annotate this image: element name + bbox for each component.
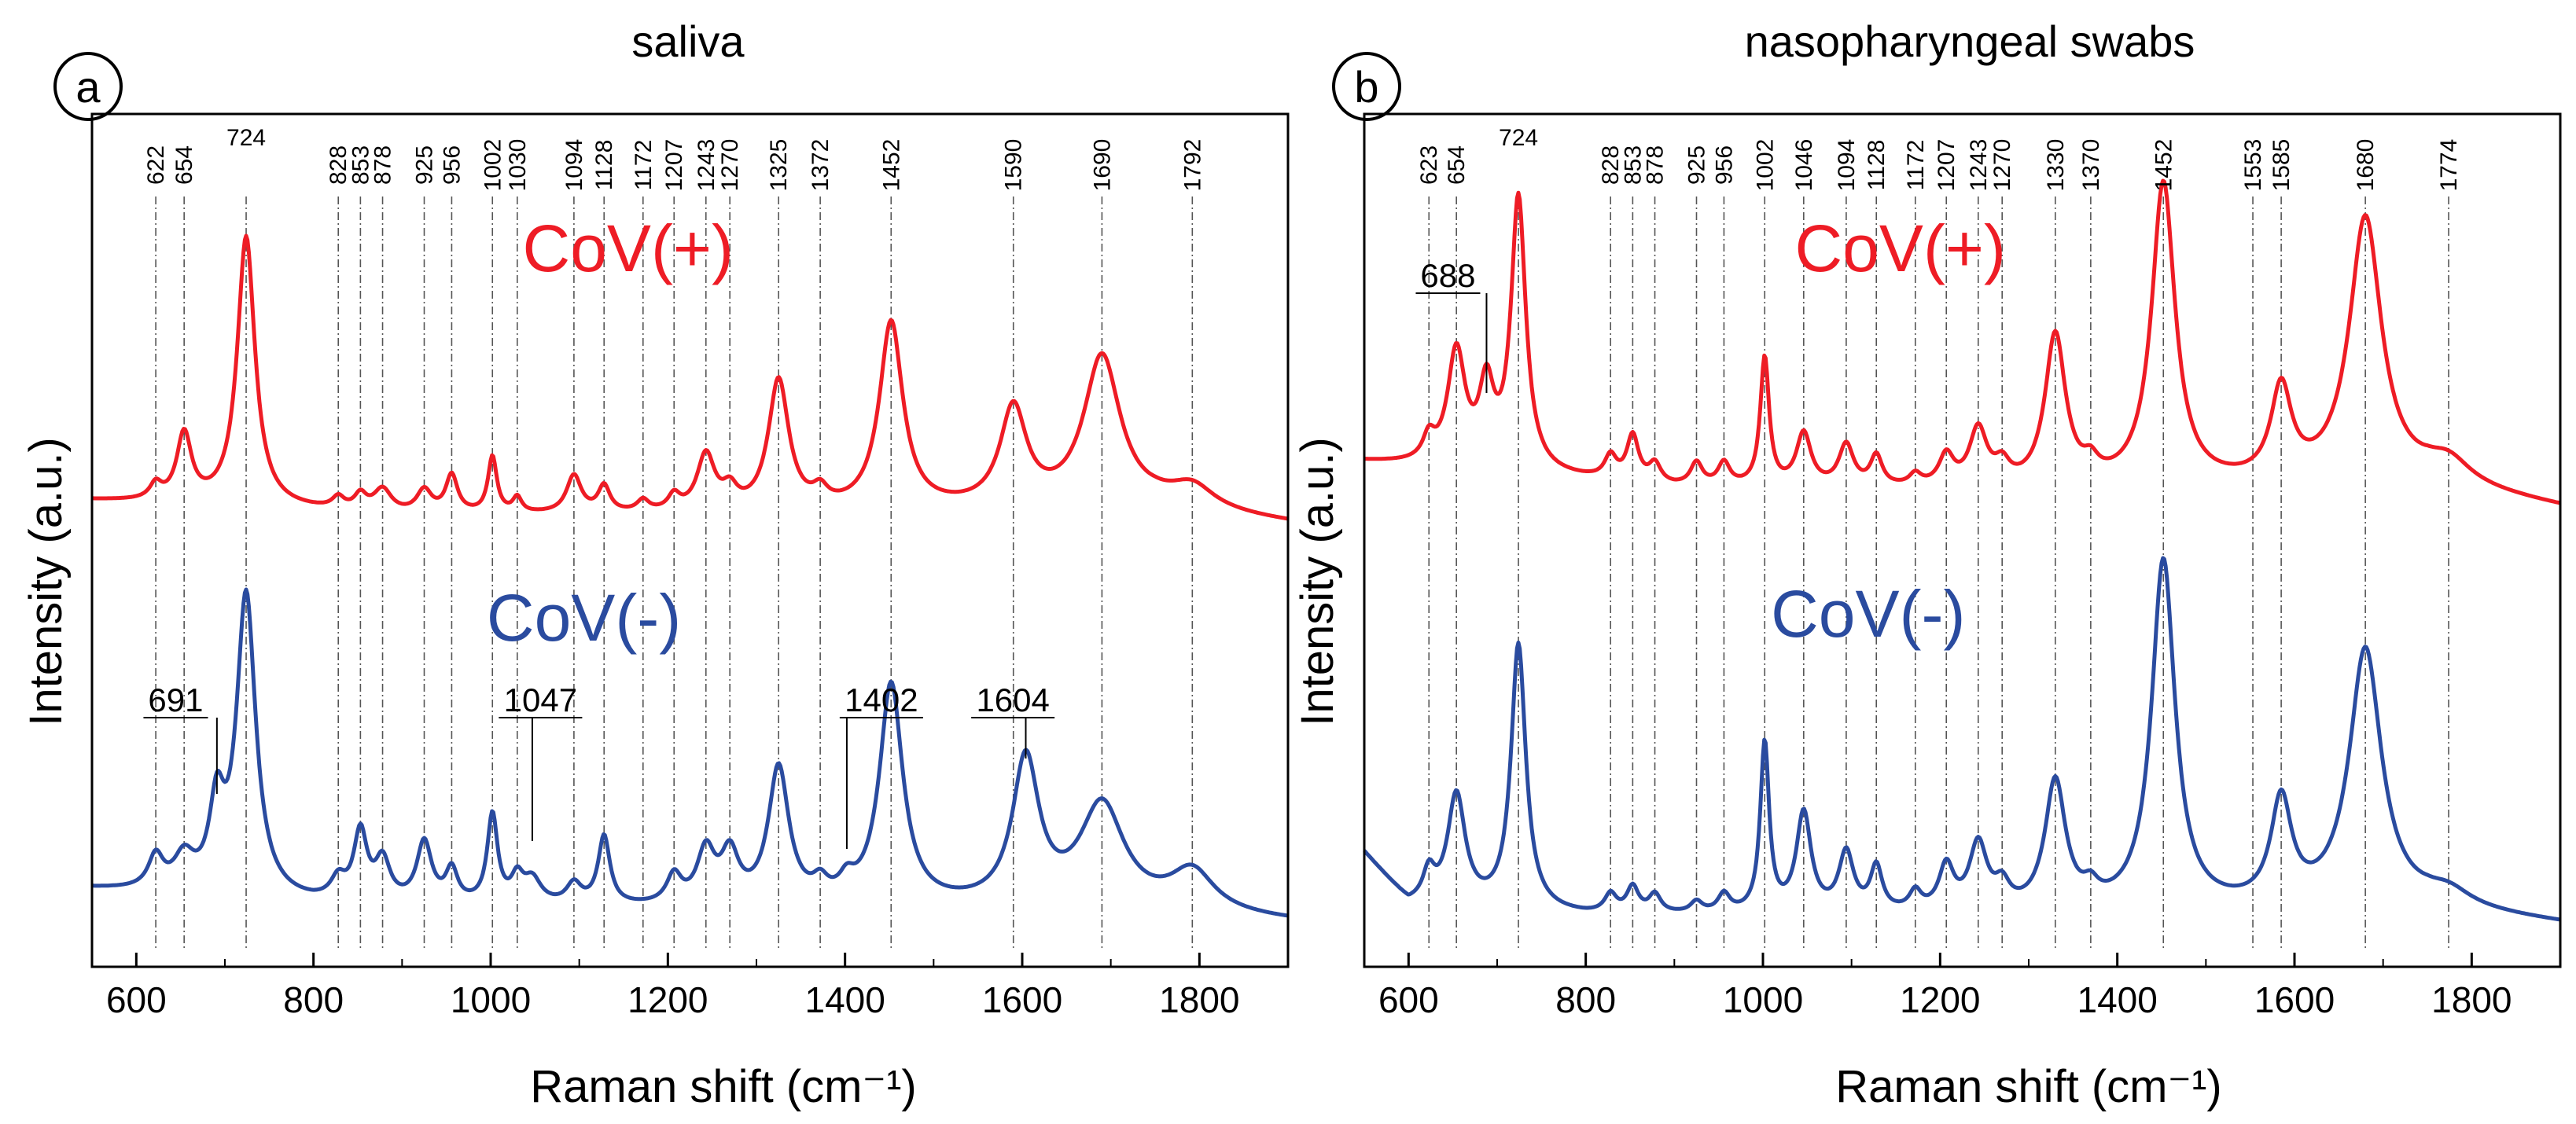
peak-label: 1172	[1903, 140, 1929, 191]
series-line	[91, 587, 1289, 918]
peak-label: 1330	[2043, 139, 2069, 192]
peak-label: 1128	[1864, 140, 1890, 191]
x-tick-label: 1400	[804, 979, 885, 1020]
peak-label: 654	[171, 145, 197, 185]
peak-label: 925	[412, 145, 438, 185]
x-tick-label: 1800	[1159, 979, 1239, 1020]
peak-label: 1774	[2436, 139, 2462, 192]
peak-label: 878	[370, 145, 396, 185]
series-label: CoV(-)	[487, 581, 681, 655]
peak-label: 1128	[591, 140, 617, 191]
peak-label: 828	[326, 145, 351, 185]
annotation-label: 1604	[976, 681, 1049, 718]
peak-label: 1172	[631, 140, 657, 191]
peak-label: 1792	[1179, 139, 1205, 192]
x-tick-label: 600	[106, 979, 167, 1020]
peak-label: 1002	[480, 139, 506, 192]
x-tick-label: 1000	[451, 979, 531, 1020]
series-label: CoV(+)	[1795, 211, 2006, 285]
panel-letter-circle	[53, 52, 123, 121]
panel-title: nasopharyngeal swabs	[1745, 17, 2195, 66]
annotation-label: 688	[1420, 257, 1475, 294]
x-axis-label: Raman shift (cm⁻¹)	[530, 1061, 916, 1112]
plot-frame	[1363, 112, 2562, 968]
peak-label: 1325	[766, 139, 792, 192]
x-tick-label: 800	[1555, 979, 1616, 1020]
panel-letter-circle	[1332, 52, 1401, 121]
x-tick-label: 1800	[2431, 979, 2512, 1020]
x-axis-label: Raman shift (cm⁻¹)	[1835, 1061, 2221, 1112]
x-tick-label: 1000	[1723, 979, 1803, 1020]
x-tick-label: 1600	[2254, 979, 2335, 1020]
panel-letter: b	[1354, 62, 1378, 112]
peak-label: 1046	[1791, 139, 1817, 192]
peak-label: 1370	[2078, 139, 2104, 192]
peak-label: 1243	[1966, 139, 1992, 192]
x-tick-label: 1200	[627, 979, 708, 1020]
annotation-label: 1402	[845, 681, 918, 718]
peak-label: 1094	[561, 139, 587, 192]
panel-title: saliva	[631, 17, 745, 66]
peak-label: 1002	[1752, 139, 1778, 192]
peak-label: 925	[1684, 145, 1710, 185]
x-tick-label: 1200	[1900, 979, 1980, 1020]
peak-label: 1553	[2240, 139, 2266, 192]
peak-label: 853	[1620, 145, 1646, 185]
x-tick-label: 1400	[2077, 979, 2157, 1020]
peak-label: 1094	[1834, 139, 1860, 192]
peak-label: 1270	[1989, 139, 2015, 192]
peak-label: 956	[1711, 145, 1737, 185]
peak-label: 1207	[661, 139, 687, 192]
peak-label: 1452	[878, 139, 904, 192]
plot-frame	[90, 112, 1290, 968]
peak-label: 956	[439, 145, 465, 185]
annotation-label: 1047	[504, 681, 577, 718]
peak-label: 622	[143, 145, 169, 185]
peak-label: 1243	[694, 139, 719, 192]
series-line	[1363, 556, 2561, 922]
peak-label: 1585	[2269, 139, 2294, 192]
peak-label: 1030	[505, 139, 531, 192]
series-line	[91, 233, 1289, 521]
y-axis-label: Intensity (a.u.)	[1292, 437, 1343, 725]
peak-label: 1590	[1001, 139, 1027, 192]
y-axis-label: Intensity (a.u.)	[20, 437, 72, 725]
series-label: CoV(-)	[1771, 577, 1965, 651]
annotation-label: 691	[148, 681, 203, 718]
panel-saliva: saliva a Intensity (a.u.) Raman shift (c…	[20, 17, 1290, 1112]
x-tick-label: 1600	[982, 979, 1062, 1020]
series-line	[1363, 178, 2561, 505]
panel-letter: a	[75, 62, 101, 112]
peak-label: 1207	[1934, 139, 1960, 192]
peak-label: 1690	[1089, 139, 1115, 192]
panel-nasopharyngeal-swabs: nasopharyngeal swabs b Intensity (a.u.) …	[1292, 17, 2562, 1112]
peak-label: 724	[1499, 125, 1538, 151]
x-tick-label: 600	[1378, 979, 1439, 1020]
peak-label: 1270	[717, 139, 743, 192]
peak-label: 724	[226, 125, 266, 151]
peak-label: 828	[1598, 145, 1624, 185]
peak-label: 1680	[2353, 139, 2379, 192]
peak-label: 654	[1444, 145, 1470, 185]
peak-label: 623	[1416, 145, 1442, 185]
x-tick-label: 800	[283, 979, 344, 1020]
peak-label: 1372	[808, 139, 834, 192]
peak-label: 1452	[2151, 139, 2177, 192]
peak-label: 853	[348, 145, 374, 185]
series-label: CoV(+)	[523, 211, 734, 285]
peak-label: 878	[1643, 145, 1669, 185]
